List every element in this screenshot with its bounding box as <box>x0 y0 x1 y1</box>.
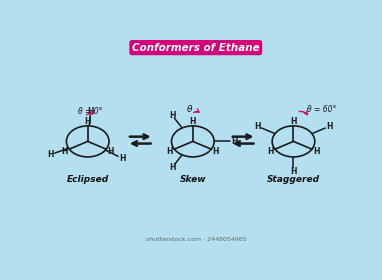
Text: Staggered: Staggered <box>267 175 320 184</box>
Text: H: H <box>62 147 68 156</box>
Text: H: H <box>189 118 196 127</box>
Text: H: H <box>290 167 297 176</box>
Text: θ = 0°: θ = 0° <box>78 107 103 116</box>
Text: H: H <box>87 107 94 116</box>
Text: H: H <box>313 147 320 156</box>
Text: Skew: Skew <box>180 175 206 184</box>
Circle shape <box>66 126 109 157</box>
Text: H: H <box>326 122 333 131</box>
Text: H: H <box>254 122 261 131</box>
Text: H: H <box>169 111 175 120</box>
Circle shape <box>172 126 214 157</box>
Text: θ: θ <box>187 104 193 114</box>
Text: Eclipsed: Eclipsed <box>66 175 109 184</box>
Text: H: H <box>290 118 297 127</box>
Text: H: H <box>47 150 54 159</box>
Text: Conformers of Ethane: Conformers of Ethane <box>132 43 260 53</box>
Text: shutterstock.com · 2448054965: shutterstock.com · 2448054965 <box>146 237 246 242</box>
Text: H: H <box>169 163 175 172</box>
Text: H: H <box>231 137 238 146</box>
Text: H: H <box>267 147 274 156</box>
Circle shape <box>272 126 315 157</box>
Text: H: H <box>213 147 219 156</box>
Text: H: H <box>119 154 125 163</box>
Text: H: H <box>167 147 173 156</box>
Text: θ = 60°: θ = 60° <box>307 105 336 114</box>
Text: H: H <box>84 118 91 127</box>
Text: H: H <box>108 147 114 156</box>
